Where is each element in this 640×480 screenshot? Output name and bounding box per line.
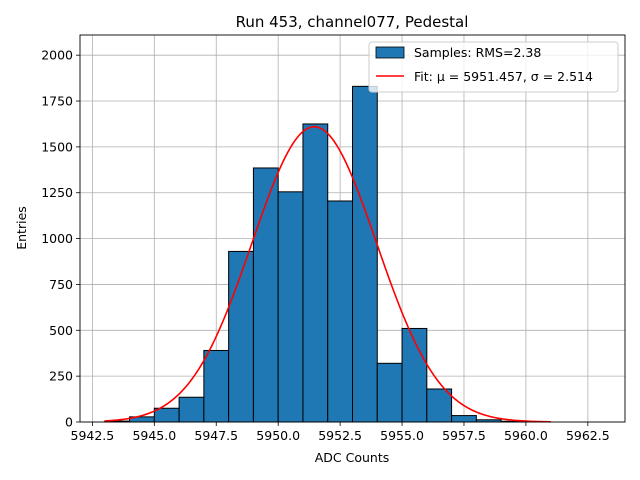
- legend-label-samples: Samples: RMS=2.38: [414, 45, 541, 60]
- y-tick-label: 500: [49, 323, 73, 338]
- histogram-bar: [376, 362, 403, 423]
- histogram-bar: [327, 200, 353, 423]
- legend-label-fit: Fit: μ = 5951.457, σ = 2.514: [414, 69, 593, 84]
- legend-label-fit-text: Fit: μ = 5951.457, σ = 2.514: [414, 69, 593, 84]
- fit-curve: [104, 125, 551, 423]
- legend: Samples: RMS=2.38 Fit: μ = 5951.457, σ =…: [368, 41, 619, 93]
- y-tick-label: 1500: [41, 139, 73, 154]
- chart-title: Run 453, channel077, Pedestal: [236, 13, 469, 31]
- x-tick-label: 5945.0: [132, 428, 176, 443]
- y-axis-label: Entries: [14, 206, 29, 250]
- x-axis-label: ADC Counts: [315, 450, 390, 465]
- legend-box: [368, 41, 619, 93]
- y-axis-ticks: 0 250 500 750 1000 1250 1500 1750 2000: [41, 48, 80, 430]
- histogram-bar: [401, 327, 428, 423]
- x-axis-ticks: 5942.5 5945.0 5947.5 5950.0 5952.5 5955.0 5957…: [71, 422, 610, 443]
- y-tick-label: 250: [49, 369, 73, 384]
- histogram-bar: [203, 349, 230, 423]
- histogram-bar: [426, 388, 453, 423]
- axes-frame: [79, 34, 626, 423]
- x-tick-label: 5962.5: [566, 428, 610, 443]
- y-tick-label: 0: [65, 415, 73, 430]
- y-tick-label: 750: [49, 277, 73, 292]
- x-tick-label: 5960.0: [504, 428, 548, 443]
- x-tick-label: 5952.5: [318, 428, 362, 443]
- x-tick-label: 5957.5: [442, 428, 486, 443]
- histogram-bar: [352, 85, 378, 423]
- histogram-bar: [302, 123, 329, 423]
- legend-swatch-samples: [375, 46, 405, 59]
- histogram-bar: [153, 407, 180, 423]
- histogram-bar: [277, 191, 304, 423]
- y-tick-label: 1750: [41, 94, 73, 109]
- y-tick-label: 1000: [41, 231, 73, 246]
- x-tick-label: 5955.0: [380, 428, 424, 443]
- y-tick-label: 1250: [41, 185, 73, 200]
- x-tick-label: 5947.5: [194, 428, 238, 443]
- x-tick-label: 5950.0: [256, 428, 300, 443]
- x-tick-label: 5942.5: [71, 428, 115, 443]
- histogram-bar: [451, 415, 477, 423]
- histogram-bar: [228, 250, 254, 423]
- y-tick-label: 2000: [41, 48, 73, 63]
- histogram-bar: [178, 396, 205, 423]
- histogram-bars: [104, 85, 527, 423]
